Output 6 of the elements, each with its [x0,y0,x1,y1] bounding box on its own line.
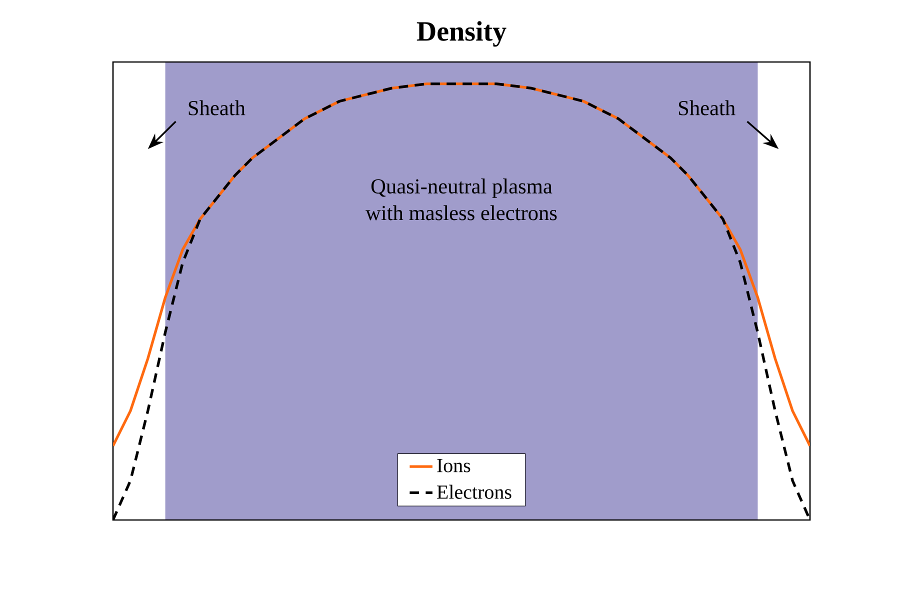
legend-label: Electrons [437,484,512,499]
annotation: Quasi-neutral plasma with masless electrons [366,178,557,220]
annotation: Sheath [188,100,246,116]
annotation: Sheath [678,100,736,116]
chart-title: Density [416,21,506,47]
legend-label: Ions [437,459,470,472]
